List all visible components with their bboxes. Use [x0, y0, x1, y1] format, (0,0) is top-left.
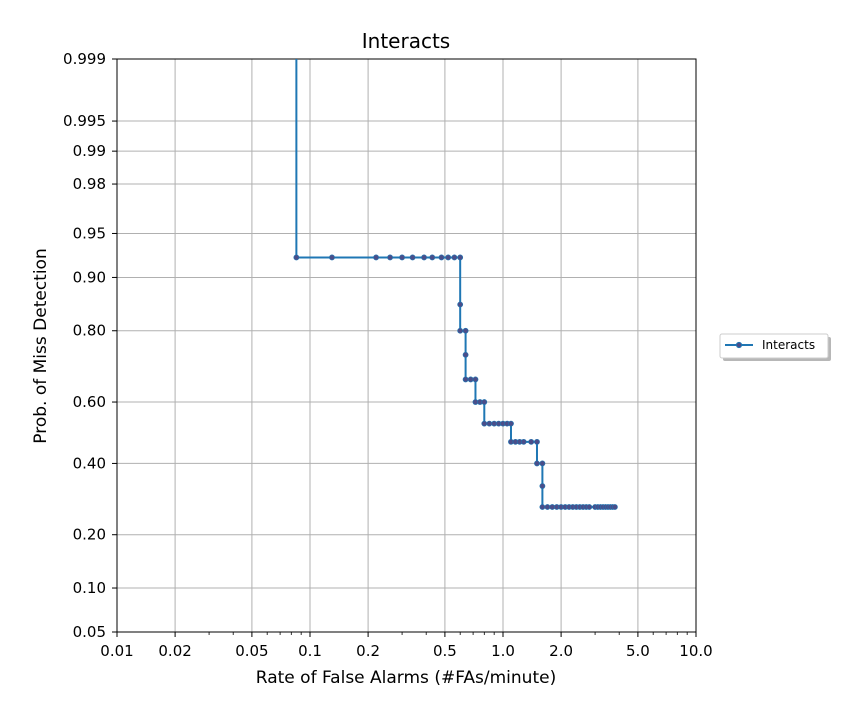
- data-point: [528, 438, 535, 445]
- data-point: [544, 504, 551, 510]
- plot-area: [116, 58, 697, 633]
- data-point: [457, 254, 464, 261]
- data-point: [438, 254, 445, 261]
- y-tick-label: 0.95: [73, 224, 106, 242]
- data-point: [462, 327, 469, 334]
- data-point: [586, 504, 593, 510]
- legend-box: [719, 333, 829, 359]
- data-point: [329, 254, 335, 261]
- data-point: [462, 351, 469, 358]
- y-tick-label: 0.98: [73, 175, 106, 193]
- y-tick-label: 0.40: [73, 454, 106, 472]
- data-point: [539, 460, 546, 467]
- data-point: [539, 483, 546, 489]
- data-point: [462, 376, 469, 383]
- data-point: [451, 254, 458, 261]
- x-tick-label: 0.05: [235, 642, 268, 660]
- data-point: [534, 460, 540, 467]
- x-tick-label: 10.0: [679, 642, 712, 660]
- data-point: [481, 420, 488, 427]
- x-axis-label: Rate of False Alarms (#FAs/minute): [256, 668, 556, 688]
- y-axis: 0.05 0.10 0.20 0.40 0.60 0.80 0.90 0.95 0.98 0.99…: [63, 50, 117, 641]
- data-point: [429, 254, 436, 261]
- y-tick-label: 0.20: [73, 526, 106, 544]
- data-point: [373, 254, 379, 261]
- series-layer: [293, 59, 618, 510]
- x-tick-label: 0.5: [433, 642, 457, 660]
- x-tick-label: 5.0: [626, 642, 650, 660]
- y-tick-label: 0.99: [73, 142, 106, 160]
- data-point: [387, 254, 393, 261]
- data-point: [481, 399, 488, 405]
- data-point: [472, 376, 479, 383]
- y-tick-label: 0.10: [73, 579, 106, 597]
- x-tick-label: 0.2: [356, 642, 380, 660]
- chart-grid: [116, 58, 697, 633]
- data-point: [534, 438, 540, 445]
- data-point: [611, 504, 618, 510]
- x-tick-label: 0.02: [158, 642, 191, 660]
- data-point: [293, 254, 300, 261]
- y-tick-label: 0.80: [73, 322, 106, 340]
- legend-marker-swatch: [735, 341, 743, 349]
- y-tick-label: 0.05: [73, 623, 106, 641]
- y-tick-label: 0.995: [63, 112, 106, 130]
- data-point: [399, 254, 405, 261]
- chart-title: Interacts: [362, 29, 450, 53]
- x-tick-label: 0.1: [298, 642, 322, 660]
- y-tick-label: 0.60: [73, 393, 106, 411]
- y-axis-label: Prob. of Miss Detection: [31, 248, 51, 443]
- data-point: [520, 438, 527, 445]
- y-tick-label: 0.90: [73, 268, 106, 286]
- series-line: [295, 59, 615, 508]
- chart-legend: Interacts: [719, 333, 831, 361]
- x-tick-label: 0.01: [100, 642, 133, 660]
- y-tick-label: 0.999: [63, 50, 106, 68]
- data-point: [486, 420, 493, 427]
- legend-label: Interacts: [762, 338, 815, 352]
- x-axis: 0.01 0.02 0.05 0.1 0.2 0.5 1.0 2.0 5.0 10.0: [100, 632, 713, 660]
- x-tick-label: 2.0: [549, 642, 573, 660]
- data-point: [409, 254, 416, 261]
- data-point: [457, 327, 464, 334]
- data-point: [421, 254, 427, 261]
- data-point: [445, 254, 452, 261]
- data-point: [457, 301, 464, 308]
- data-point: [508, 420, 514, 427]
- data-point: [467, 376, 474, 383]
- data-point: [539, 504, 546, 510]
- x-tick-label: 1.0: [491, 642, 515, 660]
